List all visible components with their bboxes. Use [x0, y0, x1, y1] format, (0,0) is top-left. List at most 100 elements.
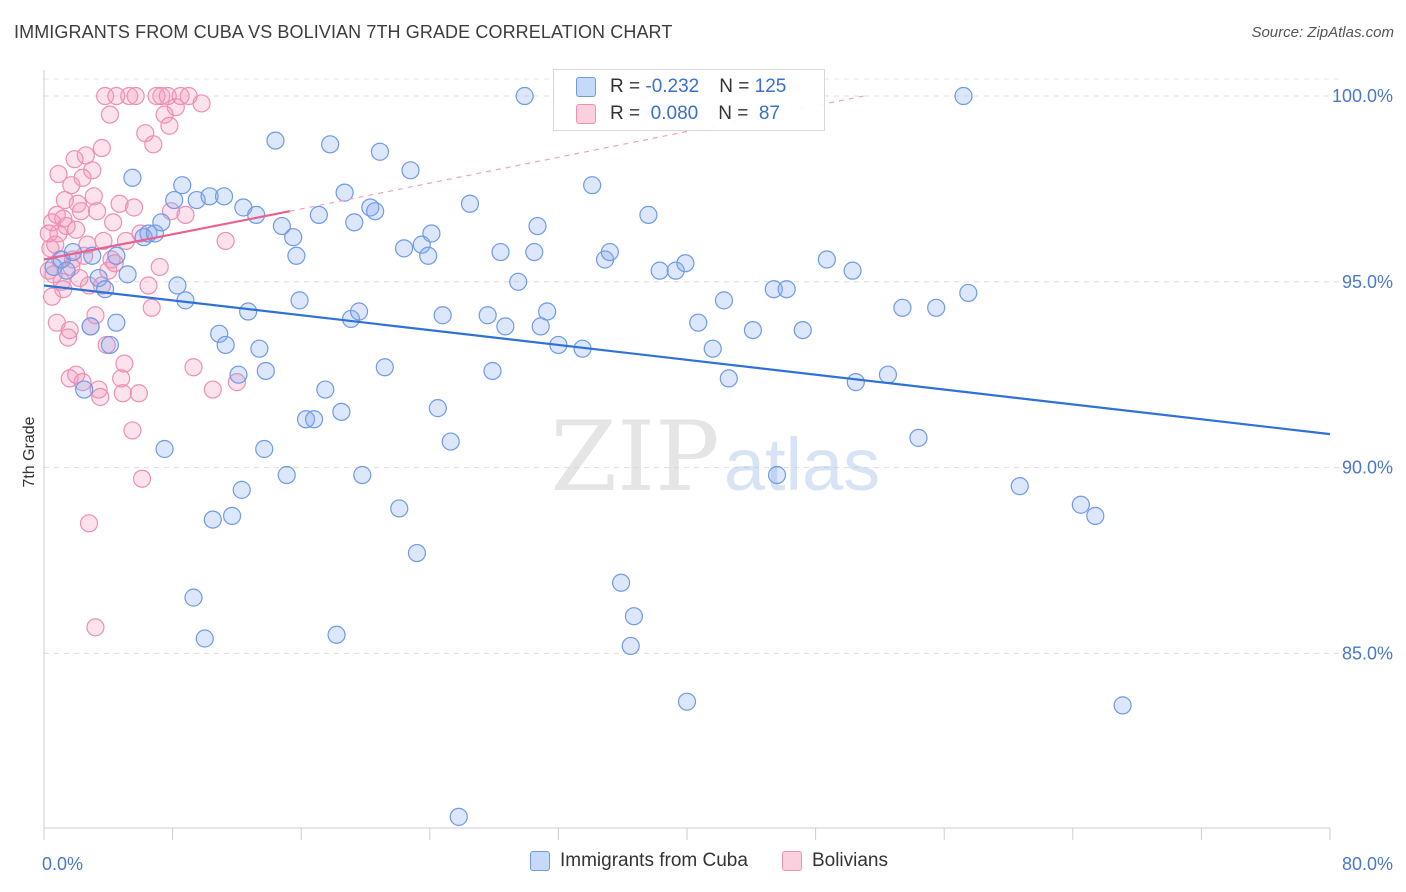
bolivians-point — [120, 86, 139, 106]
bolivians-point — [124, 198, 144, 217]
cuba-point — [255, 439, 274, 459]
legend-r-label: R = — [610, 76, 646, 97]
bolivians-point — [91, 387, 110, 407]
cuba-point — [909, 428, 928, 447]
cuba-trend-line — [43, 284, 1331, 436]
legend-n-value: 87 — [753, 103, 780, 124]
legend-swatch-bolivians — [781, 851, 802, 871]
cuba-point — [247, 205, 266, 225]
cuba-point — [954, 86, 973, 106]
bolivians-point — [92, 138, 111, 158]
bolivians-point — [203, 380, 222, 399]
legend-item-cuba[interactable]: Immigrants from Cuba — [530, 850, 748, 872]
bolivians-point — [79, 514, 99, 533]
legend-label-cuba: Immigrants from Cuba — [560, 850, 748, 871]
cuba-point — [327, 625, 346, 644]
legend-swatch-cuba — [576, 77, 596, 97]
bolivians-point — [123, 421, 142, 440]
cuba-point — [509, 272, 528, 291]
cuba-point — [184, 588, 203, 607]
cuba-point — [232, 480, 251, 499]
cuba-point — [332, 402, 351, 421]
cuba-point — [316, 380, 335, 399]
cuba-point — [496, 317, 515, 336]
bolivians-point — [105, 254, 124, 273]
cuba-point — [719, 369, 738, 388]
y-tick-label: 85.0% — [1342, 643, 1393, 663]
cuba-point — [624, 607, 644, 626]
bolivians-point — [65, 150, 84, 169]
cuba-point — [460, 194, 480, 213]
bolivians-point — [166, 98, 185, 117]
watermark-atlas: atlas — [724, 423, 880, 506]
cuba-point — [491, 242, 510, 262]
cuba-point — [210, 324, 229, 343]
axes — [43, 70, 1331, 840]
legend-n-value: 125 — [754, 76, 787, 97]
cuba-point — [676, 254, 695, 273]
bolivians-point — [86, 618, 105, 637]
cuba-point — [75, 380, 94, 399]
bolivians-point — [67, 365, 86, 384]
cuba-point — [817, 250, 836, 269]
cuba-point — [1113, 696, 1132, 715]
watermark-zip: ZIP — [550, 401, 719, 513]
source-credit: Source: ZipAtlas.com — [1251, 24, 1394, 41]
y-axis-title: 7th Grade — [21, 416, 38, 487]
bolivians-point — [39, 224, 58, 243]
legend-item-bolivians[interactable]: Bolivians — [781, 850, 888, 872]
legend-r-label: R = — [610, 103, 646, 124]
cuba-point — [843, 261, 862, 280]
bolivians-point — [57, 216, 76, 236]
cuba-point — [538, 302, 557, 321]
bolivians-point — [60, 320, 79, 340]
bolivians-point — [150, 257, 169, 277]
cuba-point — [216, 335, 235, 355]
cuba-point — [401, 161, 420, 180]
bolivians-point — [176, 205, 195, 225]
cuba-point — [677, 692, 697, 711]
cuba-point — [370, 142, 390, 161]
cuba-point — [195, 629, 214, 648]
x-tick-label-max: 80.0% — [1342, 854, 1393, 874]
axis-labels: 85.0% 90.0% 95.0% 100.0% 0.0% 80.0% 7th Grade — [21, 86, 1393, 874]
bolivians-trend-line — [43, 210, 291, 261]
cuba-point — [321, 135, 340, 154]
legend-swatch-cuba — [530, 851, 550, 871]
legend-swatch-bolivians — [576, 104, 596, 124]
cuba-point — [483, 361, 502, 381]
cuba-point — [287, 246, 306, 265]
cuba-point — [200, 187, 219, 206]
cuba-point — [1071, 495, 1090, 514]
cuba-point — [256, 361, 275, 381]
legend-n-label: N = — [718, 103, 754, 124]
y-tick-label: 90.0% — [1342, 458, 1393, 478]
cuba-point — [229, 365, 248, 384]
series-legend: Immigrants from Cuba Bolivians — [530, 850, 922, 872]
cuba-point — [203, 510, 222, 529]
bolivians-point — [142, 298, 161, 317]
cuba-point — [100, 335, 120, 355]
bolivians-point — [129, 384, 148, 403]
cuba-point — [266, 131, 285, 150]
bolivians-trend-extension — [289, 95, 864, 212]
legend-r-value: -0.232 — [645, 76, 700, 97]
bolivians-point — [160, 116, 179, 135]
cuba-point — [173, 176, 192, 195]
bolivians-point — [89, 380, 108, 399]
cuba-point — [583, 176, 602, 195]
cuba-points — [44, 86, 1132, 826]
cuba-point — [222, 506, 242, 525]
cuba-point — [515, 86, 534, 106]
y-tick-label: 95.0% — [1342, 272, 1393, 292]
cuba-point — [703, 339, 722, 358]
trend-lines — [43, 95, 1331, 436]
cuba-point — [764, 280, 783, 299]
cuba-point — [335, 183, 354, 202]
cuba-point — [107, 313, 126, 332]
cuba-point — [394, 239, 414, 258]
bolivians-point — [87, 202, 107, 221]
cuba-point — [449, 807, 468, 826]
bolivians-points — [39, 86, 246, 637]
